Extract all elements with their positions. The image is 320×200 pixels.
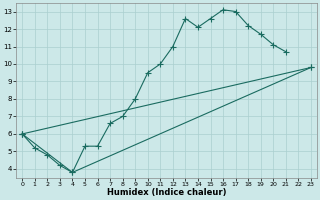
X-axis label: Humidex (Indice chaleur): Humidex (Indice chaleur) bbox=[107, 188, 226, 197]
